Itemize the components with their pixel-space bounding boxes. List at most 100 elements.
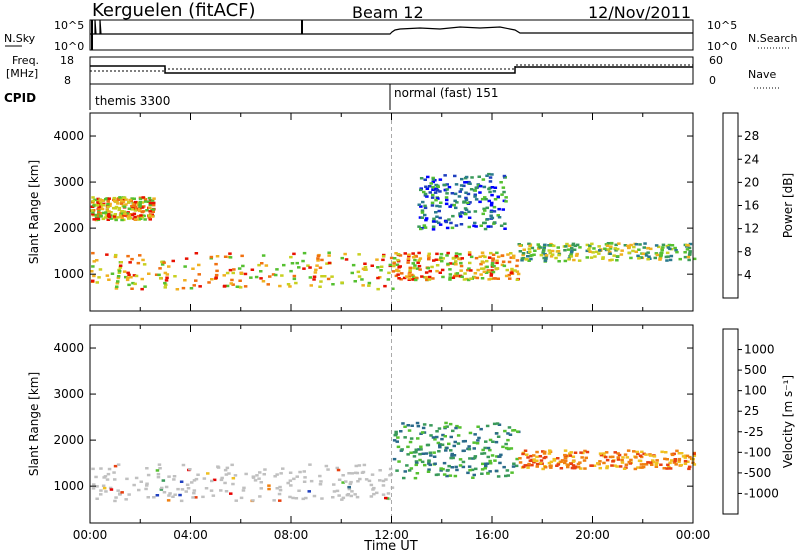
echo-cell <box>118 196 122 199</box>
echo-cell <box>418 452 422 456</box>
echo-cell <box>488 180 493 183</box>
echo-cell <box>407 254 411 258</box>
echo-cell <box>98 215 103 218</box>
echo-cell <box>340 256 344 260</box>
colorbar-tick-label: -25 <box>744 425 764 439</box>
echo-cell <box>635 450 639 454</box>
echo-cell <box>318 285 322 288</box>
echo-cell <box>382 253 386 257</box>
echo-cell <box>417 448 421 451</box>
echo-cell <box>585 256 589 259</box>
echo-cell <box>139 214 143 217</box>
echo-cell <box>181 463 186 467</box>
echo-cell <box>495 251 499 255</box>
echo-cell <box>605 244 610 247</box>
echo-cell <box>535 465 539 468</box>
echo-cell <box>419 432 423 435</box>
echo-cell <box>568 452 572 455</box>
echo-cell <box>383 284 387 288</box>
echo-cell <box>448 422 453 426</box>
echo-cell <box>161 479 166 482</box>
echo-cell <box>686 460 690 463</box>
echo-cell <box>251 499 255 502</box>
echo-cell <box>113 499 117 503</box>
echo-cell <box>228 268 233 272</box>
echo-cell <box>277 492 282 496</box>
echo-cell <box>451 456 455 460</box>
echo-cell <box>142 205 146 208</box>
echo-cell <box>563 456 568 459</box>
echo-cell <box>479 262 483 266</box>
echo-cell <box>637 459 642 462</box>
echo-cell <box>445 183 449 186</box>
echo-cell <box>115 282 120 285</box>
echo-cell <box>152 201 156 205</box>
echo-cell <box>384 496 388 500</box>
echo-cell <box>628 462 633 465</box>
echo-cell <box>541 450 545 453</box>
y-tick-label: 2000 <box>53 221 84 235</box>
echo-cell <box>442 473 447 476</box>
echo-cell <box>164 283 168 286</box>
echo-cell <box>655 253 660 257</box>
colorbar-frame <box>722 112 739 299</box>
echo-cell <box>512 462 516 465</box>
echo-cell <box>136 261 141 265</box>
echo-cell <box>496 255 501 259</box>
echo-cell <box>478 184 483 188</box>
echo-cell <box>137 209 142 213</box>
echo-cell <box>180 488 185 491</box>
echo-cell <box>664 451 668 454</box>
echo-cell <box>397 277 401 280</box>
echo-cell <box>360 278 364 281</box>
echo-cell <box>106 472 111 476</box>
echo-cell <box>316 254 321 258</box>
echo-cell <box>445 254 449 257</box>
echo-cell <box>128 198 132 202</box>
echo-cell <box>579 451 583 454</box>
colorbar-tick-label: -1000 <box>744 486 779 500</box>
echo-cell <box>125 212 130 215</box>
echo-cell <box>444 421 448 425</box>
echo-cell <box>591 251 595 254</box>
echo-cell <box>350 472 354 475</box>
echo-cell <box>120 200 124 203</box>
echo-cell <box>139 480 143 483</box>
echo-cell <box>116 280 120 283</box>
echo-cell <box>432 217 436 221</box>
echo-cell <box>499 181 503 184</box>
echo-cell <box>469 269 473 272</box>
echo-cell <box>128 216 133 220</box>
echo-cell <box>173 493 177 496</box>
nsearch-label: N.Search <box>748 32 798 45</box>
echo-cell <box>91 251 95 255</box>
echo-cell <box>94 213 98 217</box>
echo-cell <box>523 464 527 467</box>
echo-cell <box>408 270 412 274</box>
echo-cell <box>454 224 459 227</box>
echo-cell <box>148 218 152 221</box>
echo-cell <box>142 263 147 266</box>
echo-cell <box>464 181 469 184</box>
echo-cell <box>496 475 501 478</box>
echo-cell <box>692 257 697 261</box>
echo-cell <box>230 278 234 282</box>
echo-cell <box>679 463 683 467</box>
echo-cell <box>90 270 94 273</box>
echo-cell <box>91 279 95 283</box>
echo-cell <box>487 256 492 259</box>
echo-cell <box>462 278 467 281</box>
echo-cell <box>275 487 279 490</box>
echo-cell <box>476 439 480 442</box>
echo-cell <box>683 255 688 259</box>
echo-cell <box>518 250 523 253</box>
echo-cell <box>619 253 624 256</box>
echo-cell <box>508 277 512 280</box>
echo-cell <box>450 203 454 207</box>
echo-cell <box>379 265 384 268</box>
echo-cell <box>493 186 498 189</box>
echo-cell <box>678 257 682 261</box>
echo-cell <box>90 209 94 212</box>
echo-cell <box>251 475 256 478</box>
echo-cell <box>144 200 148 203</box>
